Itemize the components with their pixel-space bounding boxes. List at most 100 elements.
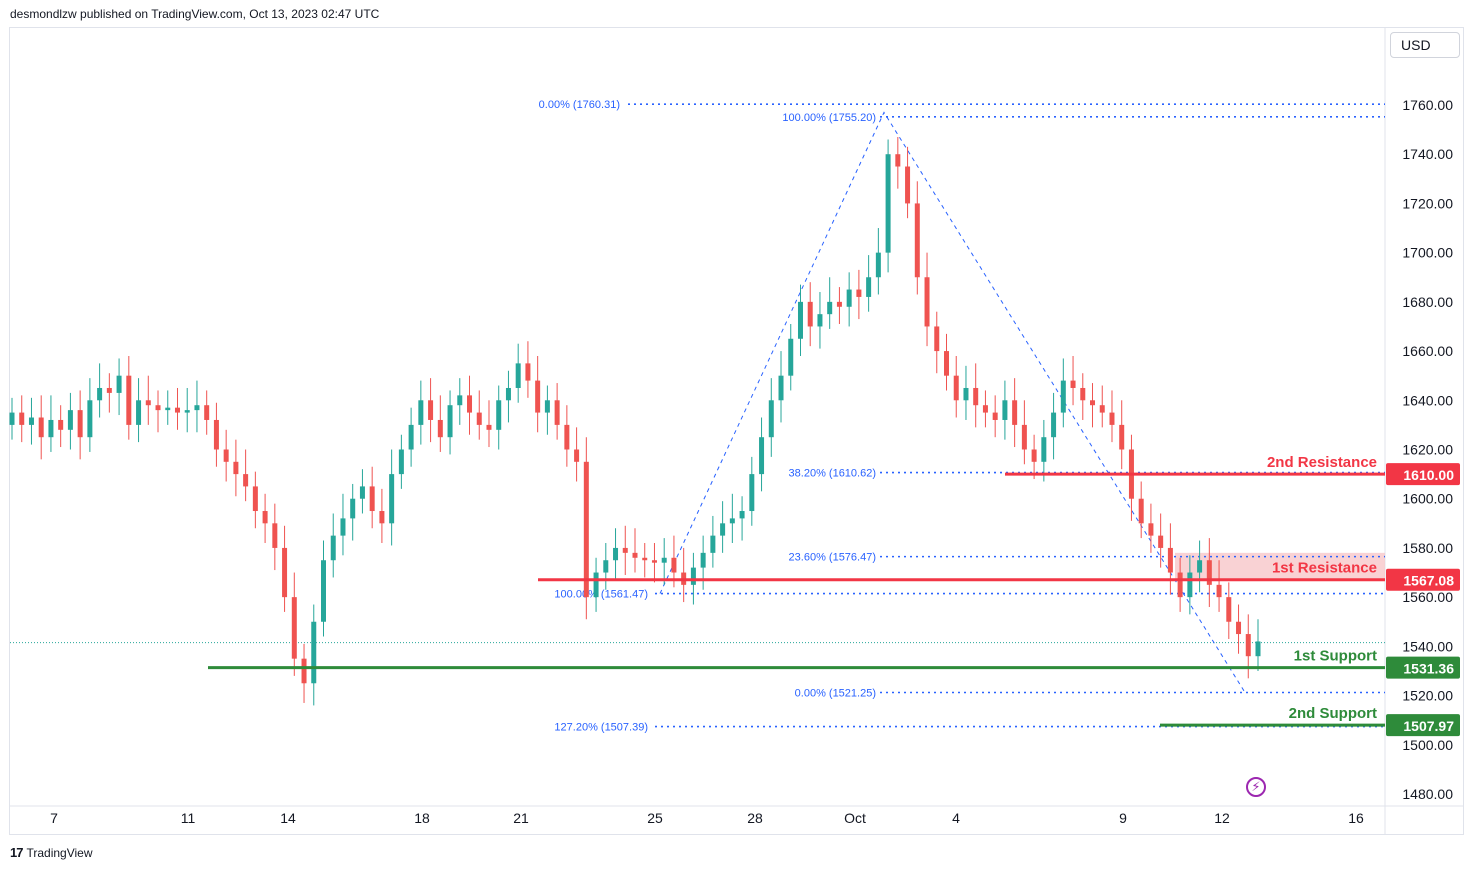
- level-price-tag: [1386, 463, 1460, 486]
- candle-body: [437, 419, 443, 438]
- fib-level-label: 100.00% (1755.20): [782, 112, 876, 124]
- fib-level-label: 0.00% (1760.31): [539, 99, 620, 111]
- candle-body: [1090, 400, 1096, 406]
- candle-body: [1099, 405, 1105, 413]
- candle-body: [924, 277, 930, 327]
- candle-body: [428, 400, 434, 420]
- candle-body: [710, 535, 716, 553]
- lightning-icon[interactable]: ⚡: [1246, 777, 1266, 797]
- candle-body: [973, 387, 979, 406]
- fib-level-label: 23.60% (1576.47): [789, 552, 876, 564]
- candle-body: [525, 363, 531, 381]
- x-tick-label: 16: [1348, 810, 1364, 826]
- x-tick-label: 25: [647, 810, 663, 826]
- candle-body: [204, 405, 210, 420]
- y-tick-label: 1560.00: [1402, 589, 1453, 605]
- candle-body: [262, 511, 268, 524]
- fib-trend-line: [659, 111, 1246, 693]
- y-tick-label: 1520.00: [1402, 688, 1453, 704]
- y-tick-label: 1660.00: [1402, 343, 1453, 359]
- candle-body: [905, 166, 911, 204]
- candle-body: [213, 419, 219, 450]
- candle-body: [165, 407, 171, 411]
- candle-body: [1041, 437, 1047, 462]
- candle-body: [544, 400, 550, 413]
- candle-body: [651, 560, 657, 563]
- candle-body: [1158, 535, 1164, 548]
- candle-body: [398, 449, 404, 475]
- candle-body: [622, 547, 628, 553]
- candle-body: [944, 351, 949, 376]
- level-price-label: 1567.08: [1403, 573, 1454, 589]
- candle-body: [291, 597, 297, 659]
- y-tick-label: 1680.00: [1402, 294, 1453, 310]
- candle-body: [1206, 560, 1212, 585]
- candle-body: [1031, 449, 1037, 462]
- candle-body: [1070, 380, 1076, 388]
- candle-body: [418, 400, 424, 425]
- candle-body: [389, 474, 395, 524]
- candle-body: [233, 461, 239, 475]
- y-tick-label: 1500.00: [1402, 737, 1453, 753]
- candle-body: [583, 461, 589, 598]
- candle-body: [613, 547, 619, 561]
- candle-body: [914, 203, 920, 278]
- candle-body: [136, 400, 142, 425]
- x-tick-label: 4: [952, 810, 960, 826]
- candle-body: [729, 518, 735, 524]
- candle-body: [1051, 412, 1057, 438]
- candle-body: [359, 486, 365, 499]
- level-price-label: 1531.36: [1403, 661, 1454, 677]
- candle-body: [836, 301, 842, 307]
- candle-body: [97, 387, 103, 401]
- candle-body: [1012, 400, 1018, 425]
- candle-body: [77, 410, 83, 438]
- y-tick-label: 1740.00: [1402, 146, 1453, 162]
- currency-selector[interactable]: USD: [1390, 32, 1460, 58]
- candle-body: [885, 154, 891, 253]
- candle-body: [1177, 572, 1183, 598]
- y-tick-label: 1760.00: [1402, 97, 1453, 113]
- level-name-label: 1st Support: [1294, 648, 1377, 665]
- y-tick-label: 1620.00: [1402, 442, 1453, 458]
- candle-body: [875, 252, 881, 278]
- candle-body: [768, 400, 774, 438]
- candle-body: [856, 289, 862, 297]
- candle-body: [1080, 387, 1086, 401]
- candle-body: [554, 400, 560, 425]
- candle-body: [1119, 424, 1125, 450]
- candle-body: [1216, 584, 1222, 598]
- x-tick-label: 7: [50, 810, 58, 826]
- candle-body: [457, 395, 463, 406]
- y-tick-label: 1600.00: [1402, 491, 1453, 507]
- candle-body: [671, 557, 677, 573]
- candle-body: [1197, 560, 1203, 573]
- level-price-tag: [1386, 568, 1460, 591]
- tradingview-footer[interactable]: 17 TradingView: [10, 845, 93, 860]
- x-tick-label: 11: [181, 810, 196, 826]
- candle-body: [9, 412, 15, 425]
- candle-body: [992, 412, 998, 420]
- candle-body: [1021, 424, 1027, 450]
- candle-body: [866, 277, 872, 297]
- candle-body: [593, 572, 599, 598]
- x-tick-label: 28: [747, 810, 763, 826]
- candle-body: [223, 449, 229, 462]
- candle-body: [282, 547, 288, 598]
- candle-body: [797, 301, 803, 339]
- candle-body: [1255, 641, 1261, 657]
- candle-body: [408, 424, 414, 450]
- candle-body: [126, 375, 132, 425]
- candle-body: [788, 338, 794, 376]
- candle-body: [476, 412, 482, 425]
- x-tick-label: Oct: [844, 810, 866, 826]
- candle-body: [1002, 400, 1008, 420]
- candle-body: [48, 419, 54, 438]
- y-tick-label: 1720.00: [1402, 195, 1453, 211]
- candle-body: [749, 474, 755, 512]
- candle-body: [1148, 523, 1154, 536]
- candle-body: [574, 449, 580, 462]
- candle-body: [330, 535, 336, 561]
- candle-body: [720, 523, 726, 536]
